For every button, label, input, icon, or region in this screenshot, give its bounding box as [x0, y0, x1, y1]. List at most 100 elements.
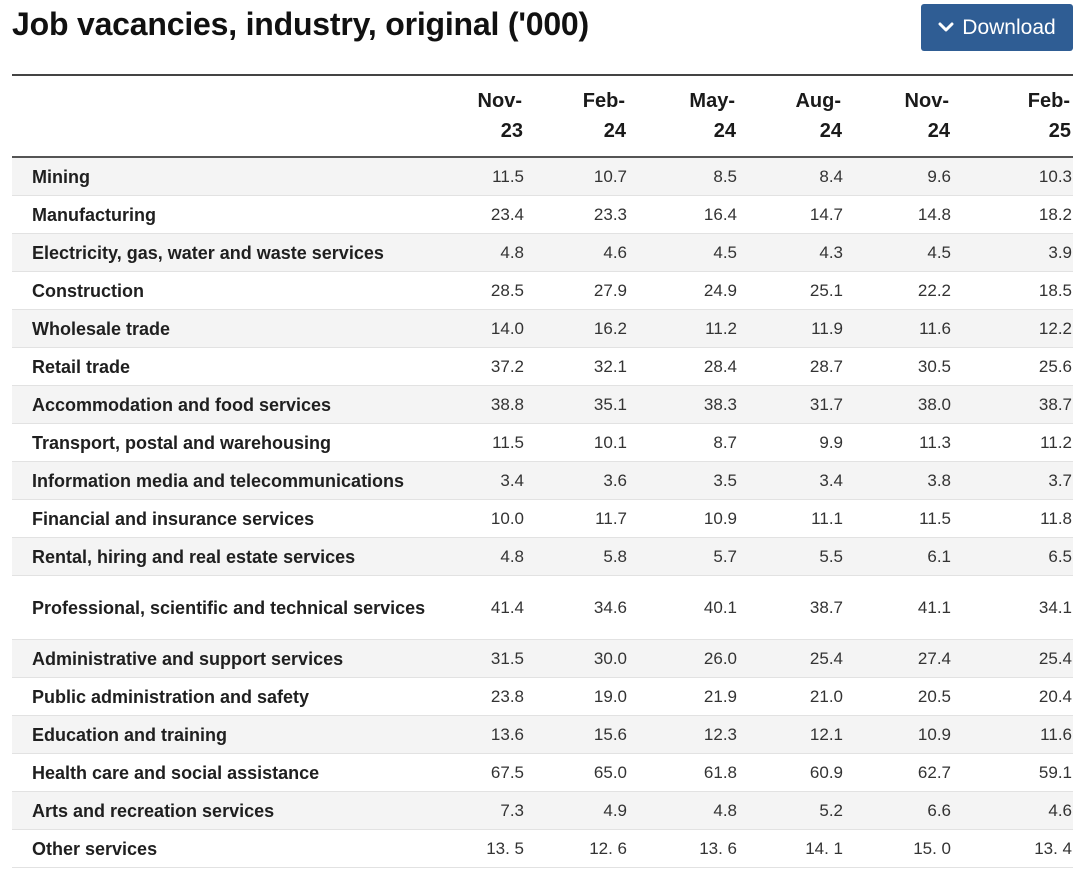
- table-row: Health care and social assistance 67.5 65.…: [12, 753, 1073, 792]
- table-cell: 30.0: [593, 648, 627, 668]
- table-cell: 5.7: [713, 546, 737, 566]
- table-row: Professional, scientific and technical s…: [12, 575, 1073, 640]
- table-cell: 11.5: [492, 432, 524, 452]
- table-cell: 38.8: [490, 394, 524, 414]
- table-cell: 27.9: [593, 280, 627, 300]
- column-header-year: 25: [1048, 120, 1071, 142]
- table-cell: 25.4: [809, 648, 843, 668]
- table-cell: 13. 4: [1034, 838, 1072, 858]
- table-cell: 25.6: [1038, 356, 1072, 376]
- table-cell: 11.3: [919, 432, 951, 452]
- row-label: Professional, scientific and technical s…: [32, 597, 426, 618]
- table-cell: 35.1: [593, 394, 627, 414]
- table-cell: 7.3: [500, 800, 524, 820]
- row-label: Information media and telecommunications: [32, 470, 405, 491]
- table-cell: 9.6: [927, 166, 951, 186]
- job-vacancies-table: Nov- 23 Feb- 24 May- 24 Aug- 24 Nov- 24 Feb- 25 Min…: [12, 74, 1073, 868]
- header-blank: [12, 75, 431, 157]
- table-cell: 23.8: [490, 686, 524, 706]
- table-row: Accommodation and food services 38.8 35.1 3…: [12, 385, 1073, 424]
- table-cell: 30.5: [917, 356, 951, 376]
- table-cell: 20.4: [1038, 686, 1072, 706]
- column-header-year: 23: [500, 120, 523, 142]
- table-row: Public administration and safety 23.8 19.0…: [12, 677, 1073, 716]
- table-cell: 11.5: [492, 166, 524, 186]
- column-header-month: May-: [689, 90, 735, 112]
- table-cell: 61.8: [703, 762, 737, 782]
- table-cell: 14.7: [809, 204, 843, 224]
- table-cell: 27.4: [917, 648, 951, 668]
- table-cell: 28.4: [703, 356, 737, 376]
- table-cell: 11.9: [811, 318, 843, 338]
- table-cell: 11.5: [919, 508, 951, 528]
- row-label: Electricity, gas, water and waste servic…: [32, 242, 384, 263]
- row-label: Health care and social assistance: [32, 762, 320, 783]
- table-cell: 34.1: [1038, 597, 1072, 617]
- column-header-month: Feb-: [582, 90, 625, 112]
- table-cell: 62.7: [917, 762, 951, 782]
- table-cell: 11.2: [1040, 432, 1072, 452]
- column-header: Aug- 24: [738, 75, 844, 157]
- table-cell: 9.9: [819, 432, 843, 452]
- row-label: Wholesale trade: [32, 318, 171, 339]
- table-cell: 3.9: [1048, 242, 1072, 262]
- table-row: Other services 13. 5 12. 6 13. 6 14. 1 15. 0 1…: [12, 829, 1073, 868]
- table-cell: 4.8: [713, 800, 737, 820]
- table-cell: 4.5: [713, 242, 737, 262]
- download-label: Download: [962, 15, 1056, 39]
- table-cell: 10.1: [593, 432, 627, 452]
- table-cell: 20.5: [917, 686, 951, 706]
- table-cell: 37.2: [490, 356, 524, 376]
- table-cell: 4.9: [603, 800, 627, 820]
- table-cell: 38.3: [703, 394, 737, 414]
- table-cell: 15. 0: [913, 838, 951, 858]
- table-cell: 38.7: [1038, 394, 1072, 414]
- table-cell: 12.1: [809, 724, 843, 744]
- table-cell: 28.7: [809, 356, 843, 376]
- column-header-year: 24: [713, 120, 736, 142]
- table-cell: 34.6: [593, 597, 627, 617]
- table-cell: 67.5: [490, 762, 524, 782]
- row-label: Other services: [32, 838, 158, 859]
- table-cell: 10.3: [1038, 166, 1072, 186]
- table-cell: 25.1: [809, 280, 843, 300]
- table-row: Transport, postal and warehousing 11.5 10.…: [12, 423, 1073, 462]
- table-cell: 8.7: [713, 432, 737, 452]
- table-cell: 32.1: [593, 356, 627, 376]
- page-title: Job vacancies, industry, original ('000): [12, 6, 589, 42]
- table-cell: 38.7: [809, 597, 843, 617]
- table-cell: 12.2: [1038, 318, 1072, 338]
- table-cell: 13. 5: [486, 838, 524, 858]
- table-cell: 11.8: [1040, 508, 1072, 528]
- table-cell: 14.0: [490, 318, 524, 338]
- table-cell: 6.1: [927, 546, 951, 566]
- table-cell: 18.2: [1038, 204, 1072, 224]
- table-row: Retail trade 37.2 32.1 28.4 28.7 30.5 25.6: [12, 347, 1073, 386]
- table-row: Wholesale trade 14.0 16.2 11.2 11.9 11.6 12.2: [12, 309, 1073, 348]
- table-cell: 16.4: [703, 204, 737, 224]
- row-label: Rental, hiring and real estate services: [32, 546, 356, 567]
- table-cell: 16.2: [593, 318, 627, 338]
- table-cell: 3.5: [713, 470, 737, 490]
- table-cell: 24.9: [703, 280, 737, 300]
- column-header-year: 24: [603, 120, 626, 142]
- table-cell: 41.4: [490, 597, 524, 617]
- table-cell: 15.6: [593, 724, 627, 744]
- table-cell: 6.5: [1048, 546, 1072, 566]
- table-cell: 31.7: [809, 394, 843, 414]
- row-label: Arts and recreation services: [32, 800, 275, 821]
- table-cell: 5.2: [819, 800, 843, 820]
- column-header: Nov- 24: [844, 75, 952, 157]
- table-cell: 11.6: [919, 318, 951, 338]
- row-label: Public administration and safety: [32, 686, 310, 707]
- column-header: Feb- 24: [525, 75, 628, 157]
- download-button[interactable]: Download: [921, 4, 1073, 51]
- table-row: Information media and telecommunications…: [12, 461, 1073, 500]
- table-cell: 10.9: [703, 508, 737, 528]
- column-header-month: Nov-: [904, 90, 949, 112]
- table-cell: 38.0: [917, 394, 951, 414]
- table-cell: 19.0: [593, 686, 627, 706]
- table-cell: 41.1: [917, 597, 951, 617]
- table-cell: 31.5: [490, 648, 524, 668]
- table-cell: 11.1: [811, 508, 843, 528]
